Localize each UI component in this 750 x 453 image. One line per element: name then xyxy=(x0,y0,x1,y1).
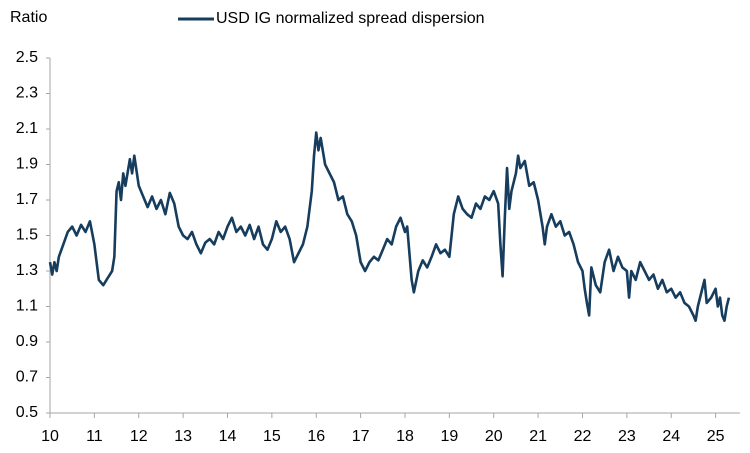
y-tick-label: 2.5 xyxy=(16,49,38,66)
y-tick-label: 0.9 xyxy=(16,333,38,350)
x-tick-label: 20 xyxy=(485,428,503,445)
x-tick-label: 11 xyxy=(86,428,103,445)
y-tick-label: 1.3 xyxy=(16,262,38,279)
x-tick-label: 24 xyxy=(662,428,680,445)
y-tick-label: 1.5 xyxy=(16,227,38,244)
legend-label: USD IG normalized spread dispersion xyxy=(216,10,485,27)
x-tick-label: 10 xyxy=(41,428,59,445)
x-tick-label: 15 xyxy=(263,428,281,445)
y-tick-label: 1.1 xyxy=(16,298,38,315)
y-axis-label: Ratio xyxy=(10,9,47,26)
x-tick-label: 17 xyxy=(352,428,370,445)
x-tick-label: 23 xyxy=(618,428,636,445)
x-tick-label: 18 xyxy=(396,428,414,445)
x-tick-label: 25 xyxy=(707,428,725,445)
x-tick-label: 14 xyxy=(219,428,237,445)
series-line xyxy=(48,131,731,322)
x-tick-label: 12 xyxy=(130,428,148,445)
y-tick-label: 2.3 xyxy=(16,85,38,102)
y-tick-label: 0.5 xyxy=(16,404,38,421)
x-tick-label: 16 xyxy=(307,428,325,445)
y-tick-label: 1.9 xyxy=(16,156,38,173)
x-tick-label: 22 xyxy=(574,428,592,445)
x-tick-label: 13 xyxy=(174,428,192,445)
x-tick-label: 21 xyxy=(529,428,547,445)
y-tick-label: 0.7 xyxy=(16,369,38,386)
y-tick-label: 2.1 xyxy=(16,120,38,137)
x-tick-label: 19 xyxy=(440,428,458,445)
y-tick-label: 1.7 xyxy=(16,191,38,208)
